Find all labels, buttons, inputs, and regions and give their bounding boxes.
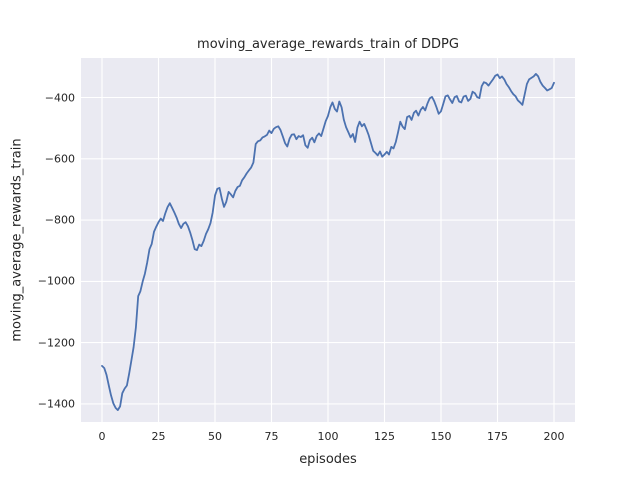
- y-tick-label: −1400: [37, 397, 75, 411]
- x-tick-label: 175: [487, 430, 508, 443]
- x-tick-label: 125: [374, 430, 395, 443]
- y-tick-label: −600: [44, 152, 75, 166]
- y-tick-label: −400: [44, 91, 75, 105]
- x-tick-label: 50: [207, 430, 222, 443]
- plot-area: [81, 58, 575, 422]
- x-axis-label: episodes: [299, 452, 357, 467]
- x-tick-label: 150: [430, 430, 452, 443]
- y-tick-label: −800: [44, 213, 75, 227]
- reward-line-series: [101, 73, 555, 411]
- x-tick-label: 200: [543, 430, 565, 443]
- plot-svg: [81, 58, 575, 422]
- y-tick-label: −1000: [37, 274, 75, 288]
- x-tick-label: 75: [264, 430, 279, 443]
- chart-title: moving_average_rewards_train of DDPG: [197, 37, 459, 52]
- y-tick-label: −1200: [37, 336, 75, 350]
- x-tick-label: 25: [151, 430, 166, 443]
- x-tick-label: 100: [317, 430, 339, 443]
- x-tick-label: 0: [98, 430, 106, 443]
- y-axis-label: moving_average_rewards_train: [9, 138, 25, 342]
